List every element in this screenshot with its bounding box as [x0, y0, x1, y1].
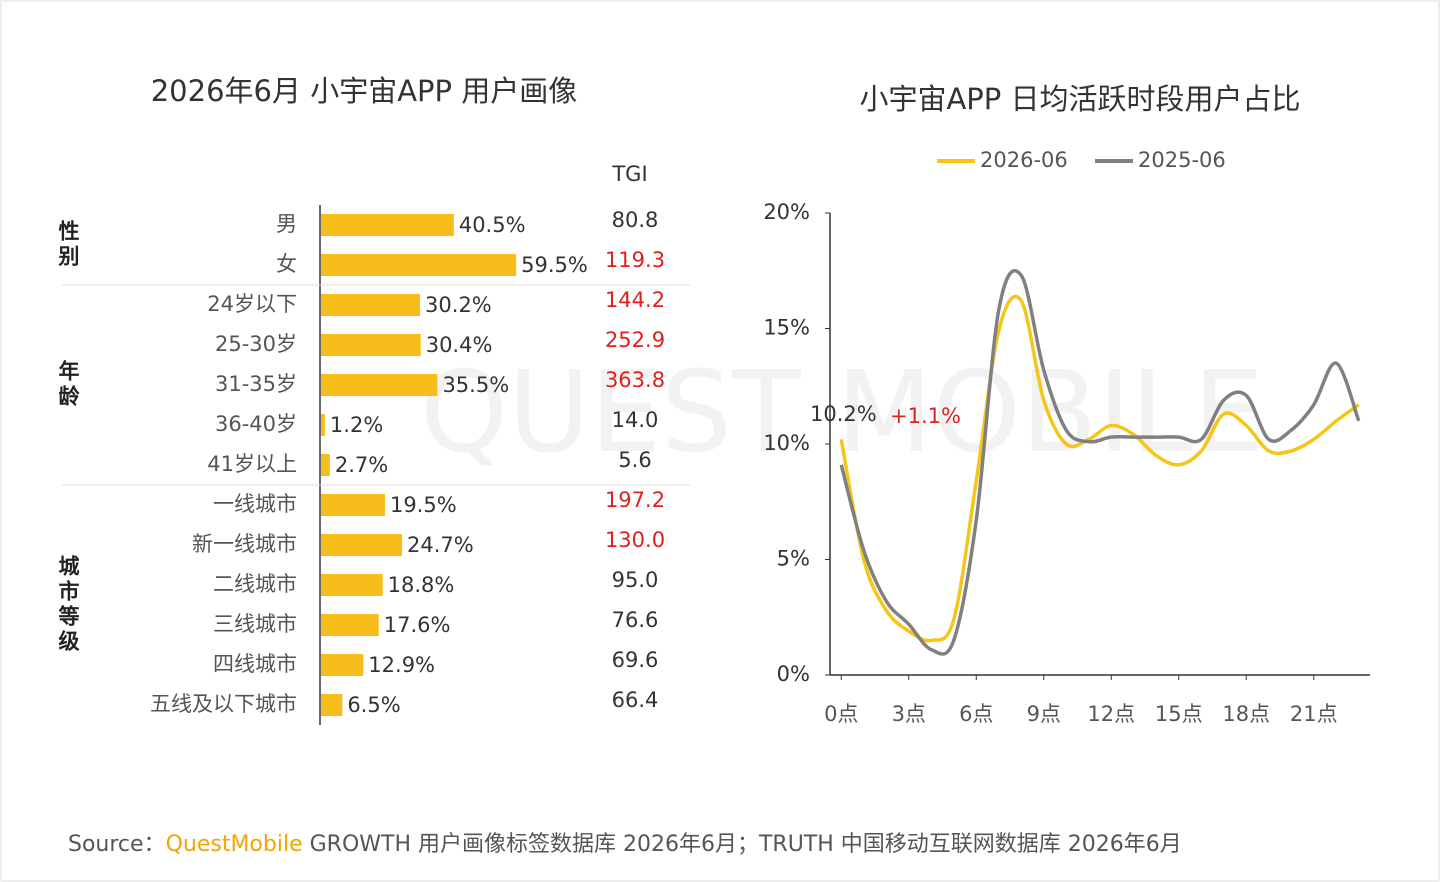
source: Source：QuestMobile GROWTH 用户画像标签数据库 2026… [68, 832, 1182, 857]
y-tick-label: 15% [763, 316, 810, 340]
x-tick-label: 12点 [1087, 702, 1135, 726]
tgi-value: 197.2 [605, 488, 665, 512]
source-prefix: Source： [68, 832, 166, 857]
value-label: 1.2% [330, 413, 383, 437]
category-label: 41岁以上 [207, 452, 297, 476]
group-label: 年龄 [56, 359, 80, 410]
category-label: 25-30岁 [215, 332, 297, 356]
bar [321, 654, 364, 676]
bar [321, 534, 403, 556]
category-label: 女 [276, 252, 297, 276]
chart-title: 小宇宙APP 日均活跃时段用户占比 [859, 82, 1300, 116]
y-tick-label: 5% [777, 547, 810, 571]
category-label: 一线城市 [213, 492, 297, 516]
category-label: 三线城市 [213, 612, 297, 636]
value-label: 24.7% [407, 533, 474, 557]
legend-label: 2026-06 [980, 148, 1068, 172]
bar [321, 214, 454, 236]
line-series [839, 269, 1361, 656]
category-label: 31-35岁 [215, 372, 297, 396]
bar [321, 614, 379, 636]
tgi-value: 252.9 [605, 328, 665, 352]
x-tick-label: 0点 [824, 702, 858, 726]
tgi-value: 119.3 [605, 248, 665, 272]
category-label: 四线城市 [213, 652, 297, 676]
bar [321, 254, 517, 276]
tgi-header: TGI [611, 162, 647, 186]
value-label: 18.8% [388, 573, 455, 597]
tgi-value: 5.6 [618, 448, 651, 472]
category-label: 36-40岁 [215, 412, 297, 436]
annotation: 10.2% [810, 402, 877, 426]
tgi-value: 130.0 [605, 528, 665, 552]
tgi-value: 69.6 [612, 648, 659, 672]
x-tick-label: 3点 [892, 702, 926, 726]
tgi-value: 80.8 [612, 208, 659, 232]
bar [321, 334, 421, 356]
tgi-value: 95.0 [612, 568, 659, 592]
y-tick-label: 20% [763, 200, 810, 224]
tgi-value: 66.4 [612, 688, 659, 712]
category-label: 24岁以下 [207, 292, 297, 316]
value-label: 30.4% [426, 333, 493, 357]
watermark: QUEST MOBILE [420, 348, 1264, 478]
x-tick-label: 6点 [959, 702, 993, 726]
x-tick-label: 18点 [1222, 702, 1270, 726]
value-label: 30.2% [425, 293, 492, 317]
value-label: 2.7% [335, 453, 388, 477]
group-label: 性别 [56, 219, 81, 270]
value-label: 19.5% [390, 493, 457, 517]
x-tick-label: 15点 [1155, 702, 1203, 726]
tgi-value: 144.2 [605, 288, 665, 312]
bar [321, 694, 343, 716]
x-tick-label: 9点 [1027, 702, 1061, 726]
category-label: 新一线城市 [192, 532, 297, 556]
category-label: 二线城市 [213, 572, 297, 596]
y-tick-label: 10% [763, 431, 810, 455]
value-label: 35.5% [442, 373, 509, 397]
bar [321, 574, 383, 596]
tgi-value: 363.8 [605, 368, 665, 392]
chart-title: 2026年6月 小宇宙APP 用户画像 [151, 74, 578, 108]
tgi-value: 76.6 [612, 608, 659, 632]
bar [321, 454, 330, 476]
annotation: +1.1% [890, 404, 961, 428]
value-label: 59.5% [521, 253, 588, 277]
source-text: GROWTH 用户画像标签数据库 2026年6月；TRUTH 中国移动互联网数据… [303, 832, 1182, 857]
x-tick-label: 21点 [1290, 702, 1338, 726]
category-label: 男 [276, 212, 297, 236]
category-label: 五线及以下城市 [150, 692, 297, 716]
value-label: 6.5% [347, 693, 400, 717]
bar [321, 494, 385, 516]
group-label: 城市等级 [56, 554, 80, 655]
legend-label: 2025-06 [1138, 148, 1226, 172]
value-label: 12.9% [368, 653, 435, 677]
source-brand: QuestMobile [166, 832, 303, 857]
tgi-value: 14.0 [612, 408, 659, 432]
value-label: 40.5% [459, 213, 526, 237]
bar [321, 294, 421, 316]
bar [321, 414, 325, 436]
y-tick-label: 0% [777, 662, 810, 686]
bar [321, 374, 438, 396]
value-label: 17.6% [384, 613, 451, 637]
